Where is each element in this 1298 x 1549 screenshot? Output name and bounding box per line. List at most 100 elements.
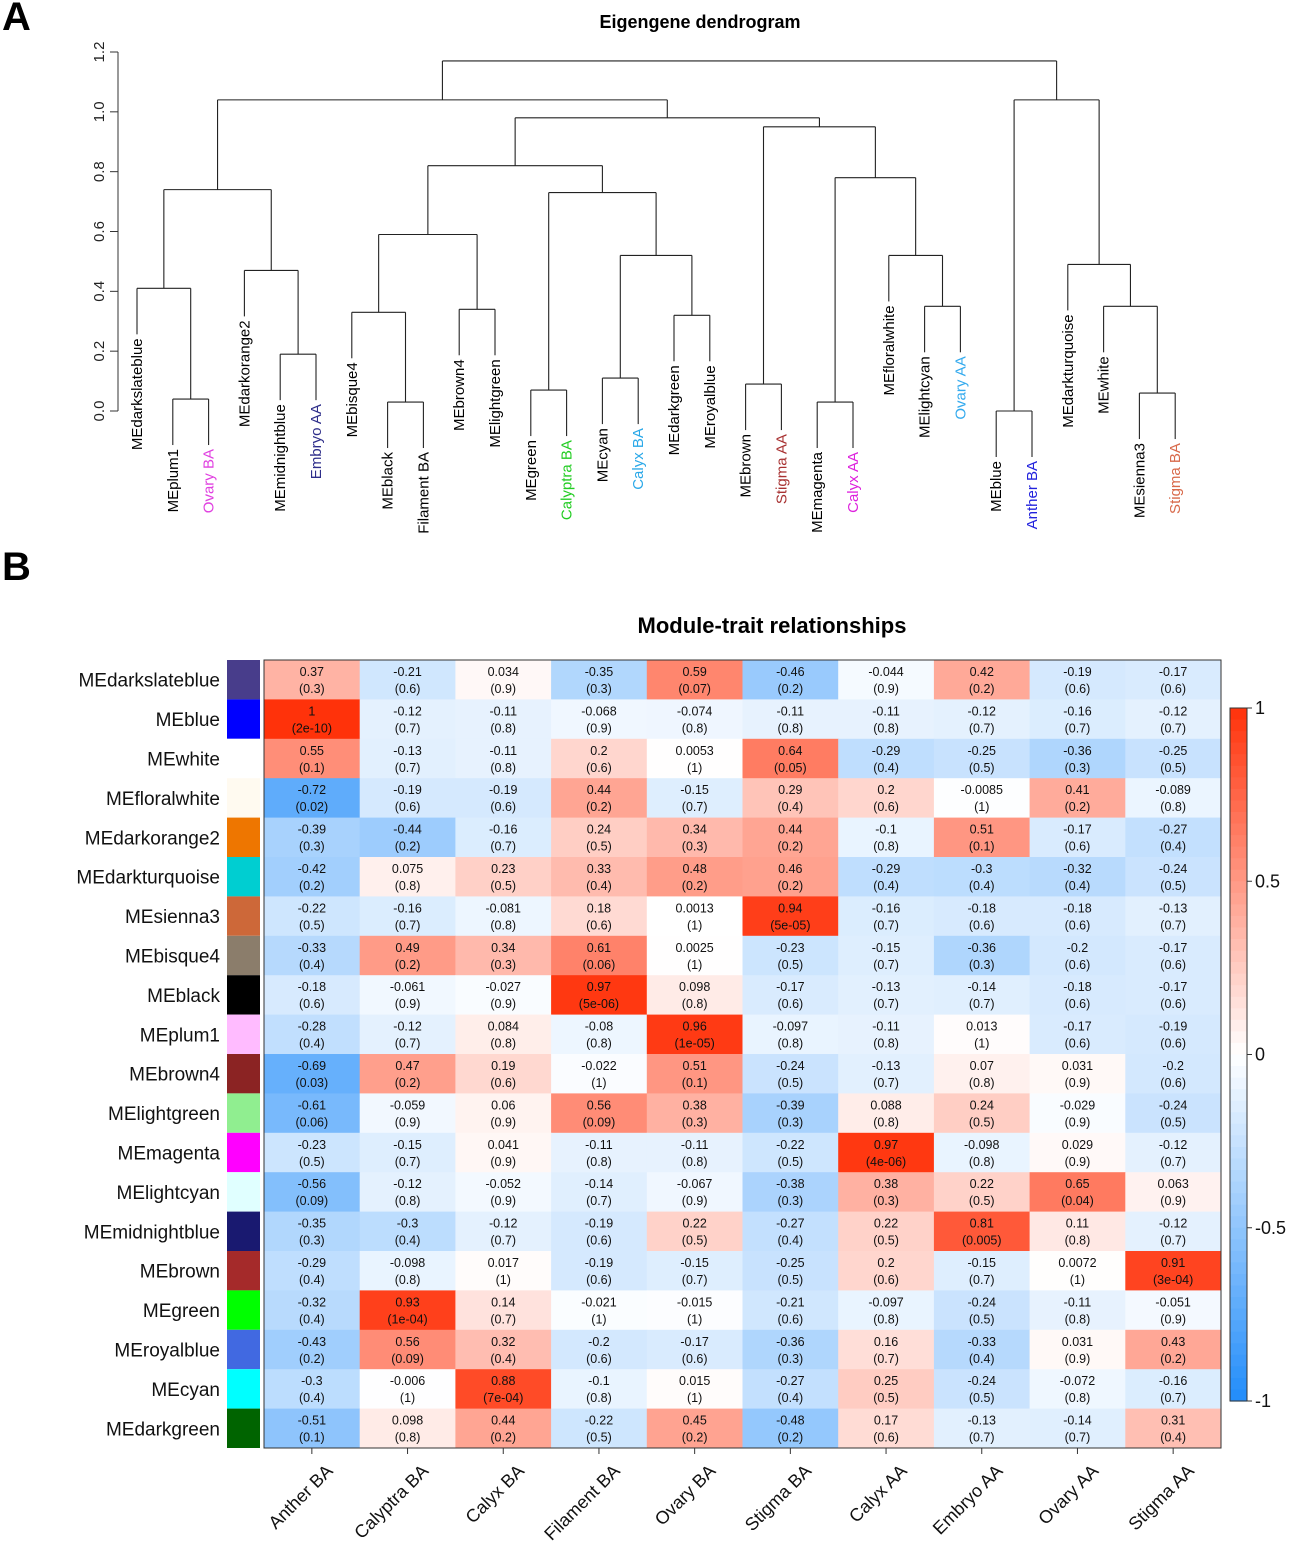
colorbar-segment <box>1230 1042 1247 1056</box>
heatmap-cell <box>359 778 456 819</box>
cell-correlation: 0.65 <box>1065 1177 1089 1191</box>
cell-correlation: 0.48 <box>682 862 706 876</box>
heatmap-cell <box>742 1369 839 1410</box>
cell-pvalue: (1) <box>687 761 702 775</box>
cell-pvalue: (0.7) <box>682 800 708 814</box>
colorbar-tick-label: 0.5 <box>1255 871 1280 891</box>
cell-correlation: -0.052 <box>486 1177 521 1191</box>
heatmap-cell <box>1125 817 1222 858</box>
heatmap-cell <box>455 857 552 897</box>
row-label: MEmidnightblue <box>84 1222 220 1243</box>
cell-pvalue: (0.2) <box>299 1352 325 1366</box>
heatmap-cell <box>1125 857 1222 897</box>
cell-correlation: 0.44 <box>778 823 802 837</box>
heatmap-cell <box>264 738 361 779</box>
cell-correlation: -0.56 <box>298 1177 327 1191</box>
colorbar-segment <box>1230 1100 1247 1113</box>
cell-correlation: -0.25 <box>968 744 997 758</box>
colorbar-segment <box>1230 1366 1247 1379</box>
column-label: Calyptra BA <box>350 1461 432 1543</box>
cell-correlation: -0.19 <box>585 1217 614 1231</box>
cell-correlation: -0.3 <box>971 862 993 876</box>
cell-pvalue: (0.3) <box>873 1194 899 1208</box>
heatmap-cell <box>1029 857 1126 897</box>
cell-correlation: -0.28 <box>298 1020 327 1034</box>
colorbar-segment <box>1230 1308 1247 1321</box>
colorbar-segment <box>1230 962 1247 975</box>
heatmap-cell <box>359 1251 456 1291</box>
leaf-label: Stigma AA <box>773 434 790 504</box>
heatmap-cell <box>455 1329 552 1370</box>
heatmap-cell <box>742 1211 839 1252</box>
cell-correlation: 0.64 <box>778 744 802 758</box>
leaf-label: MEbisque4 <box>344 362 361 437</box>
cell-pvalue: (0.8) <box>1065 1391 1091 1405</box>
colorbar-segment <box>1230 1193 1247 1206</box>
heatmap-cell <box>933 975 1031 1016</box>
cell-correlation: -0.2 <box>1162 1059 1184 1073</box>
cell-pvalue: (0.7) <box>1160 918 1186 932</box>
cell-correlation: -0.059 <box>390 1098 425 1112</box>
heatmap-cell <box>264 857 361 897</box>
heatmap-cell <box>742 1054 839 1094</box>
cell-correlation: 0.041 <box>488 1138 519 1152</box>
cell-pvalue: (0.9) <box>395 1115 421 1129</box>
heatmap-cell <box>1029 817 1126 858</box>
cell-correlation: -0.1 <box>588 1374 610 1388</box>
cell-pvalue: (0.5) <box>490 879 516 893</box>
cell-pvalue: (0.2) <box>682 1431 708 1445</box>
cell-pvalue: (1) <box>974 1037 989 1051</box>
heatmap-cell <box>646 817 743 858</box>
colorbar-segment <box>1230 1089 1247 1102</box>
colorbar-segment <box>1230 1320 1247 1333</box>
colorbar-segment <box>1230 788 1247 801</box>
heatmap-cell <box>551 1329 648 1370</box>
cell-pvalue: (0.5) <box>777 1273 803 1287</box>
heatmap-panel: Module-trait relationships MEdarkslatebl… <box>76 613 1286 1544</box>
heatmap-cell <box>1029 1211 1126 1252</box>
leaf-label: Anther BA <box>1024 461 1041 529</box>
cell-pvalue: (0.5) <box>969 1194 995 1208</box>
cell-pvalue: (0.4) <box>1160 1431 1186 1445</box>
cell-correlation: -0.17 <box>1159 665 1188 679</box>
cell-correlation: -0.17 <box>1063 823 1092 837</box>
heatmap-cell <box>646 1329 743 1370</box>
cell-pvalue: (0.5) <box>1160 879 1186 893</box>
cell-pvalue: (0.8) <box>873 721 899 735</box>
heatmap-cell <box>933 1132 1031 1173</box>
cell-pvalue: (0.6) <box>1065 918 1091 932</box>
heatmap-cell <box>551 1211 648 1252</box>
cell-correlation: 0.0072 <box>1058 1256 1096 1270</box>
cell-pvalue: (0.3) <box>299 840 325 854</box>
cell-correlation: 0.24 <box>587 823 611 837</box>
row-label: MEbrown4 <box>129 1065 220 1086</box>
cell-pvalue: (0.7) <box>1065 1431 1091 1445</box>
cell-pvalue: (0.8) <box>1065 1234 1091 1248</box>
heatmap-cell <box>264 699 361 740</box>
heatmap-cell <box>1125 1132 1222 1173</box>
cell-correlation: -0.19 <box>585 1256 614 1270</box>
heatmap-cell <box>359 896 456 937</box>
heatmap-cell <box>646 738 743 779</box>
colorbar-segment <box>1230 823 1247 836</box>
cell-correlation: 0.22 <box>970 1177 994 1191</box>
heatmap-cell <box>646 1014 743 1055</box>
cell-correlation: 0.034 <box>488 665 519 679</box>
colorbar-segment <box>1230 1077 1247 1090</box>
heatmap-cell <box>742 1093 839 1134</box>
cell-pvalue: (0.9) <box>1065 1155 1091 1169</box>
row-label: MEbrown <box>140 1262 220 1283</box>
cell-pvalue: (0.7) <box>969 997 995 1011</box>
cell-correlation: -0.39 <box>298 823 327 837</box>
cell-correlation: 0.38 <box>682 1098 706 1112</box>
cell-pvalue: (0.6) <box>490 800 516 814</box>
cell-correlation: -0.25 <box>776 1256 805 1270</box>
heatmap-cell <box>551 1093 648 1134</box>
heatmap-cell <box>455 1369 552 1410</box>
colorbar-segment <box>1230 858 1247 871</box>
cell-pvalue: (0.07) <box>678 682 711 696</box>
cell-pvalue: (0.8) <box>777 1037 803 1051</box>
heatmap-cell <box>455 1290 552 1331</box>
heatmap-cell <box>359 1014 456 1055</box>
cell-correlation: -0.23 <box>298 1138 327 1152</box>
